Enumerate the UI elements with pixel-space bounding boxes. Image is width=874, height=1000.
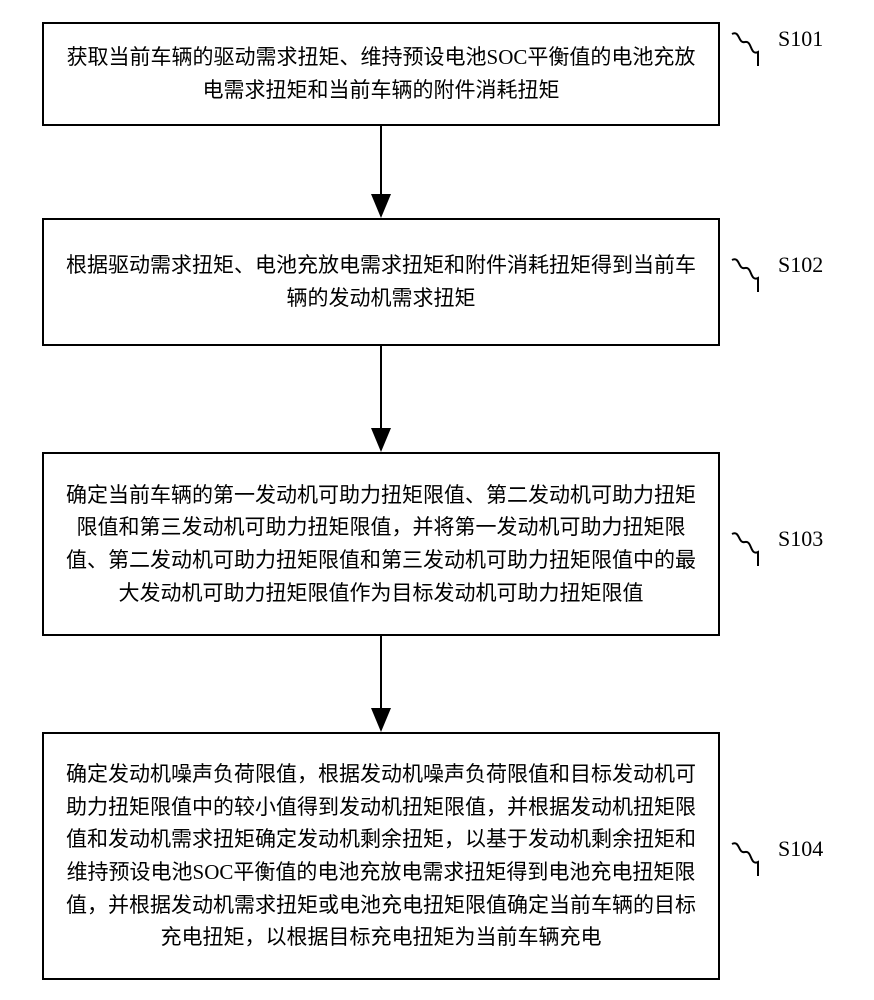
step-label-s104: S104: [778, 836, 823, 862]
step-label-s101: S101: [778, 26, 823, 52]
flow-node-s104-text: 确定发动机噪声负荷限值，根据发动机噪声负荷限值和目标发动机可助力扭矩限值中的较小…: [62, 758, 700, 953]
flow-node-s103-text: 确定当前车辆的第一发动机可助力扭矩限值、第二发动机可助力扭矩限值和第三发动机可助…: [62, 479, 700, 609]
flow-node-s102: 根据驱动需求扭矩、电池充放电需求扭矩和附件消耗扭矩得到当前车辆的发动机需求扭矩: [42, 218, 720, 346]
flow-node-s102-text: 根据驱动需求扭矩、电池充放电需求扭矩和附件消耗扭矩得到当前车辆的发动机需求扭矩: [62, 249, 700, 314]
squiggle-connector-s104: [730, 840, 760, 880]
flow-node-s103: 确定当前车辆的第一发动机可助力扭矩限值、第二发动机可助力扭矩限值和第三发动机可助…: [42, 452, 720, 636]
step-label-s102: S102: [778, 252, 823, 278]
flowchart-canvas: 获取当前车辆的驱动需求扭矩、维持预设电池SOC平衡值的电池充放电需求扭矩和当前车…: [0, 0, 874, 1000]
squiggle-connector-s103: [730, 530, 760, 570]
squiggle-connector-s102: [730, 256, 760, 296]
flow-node-s104: 确定发动机噪声负荷限值，根据发动机噪声负荷限值和目标发动机可助力扭矩限值中的较小…: [42, 732, 720, 980]
step-label-s103: S103: [778, 526, 823, 552]
flow-node-s101: 获取当前车辆的驱动需求扭矩、维持预设电池SOC平衡值的电池充放电需求扭矩和当前车…: [42, 22, 720, 126]
flow-node-s101-text: 获取当前车辆的驱动需求扭矩、维持预设电池SOC平衡值的电池充放电需求扭矩和当前车…: [62, 41, 700, 106]
squiggle-connector-s101: [730, 30, 760, 70]
